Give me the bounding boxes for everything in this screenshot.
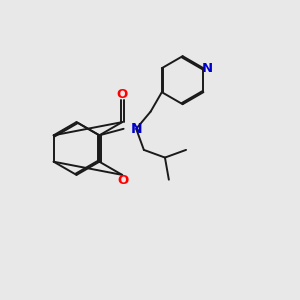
Text: O: O — [117, 88, 128, 101]
Text: N: N — [202, 62, 213, 75]
Text: N: N — [130, 122, 142, 136]
Text: O: O — [118, 174, 129, 187]
